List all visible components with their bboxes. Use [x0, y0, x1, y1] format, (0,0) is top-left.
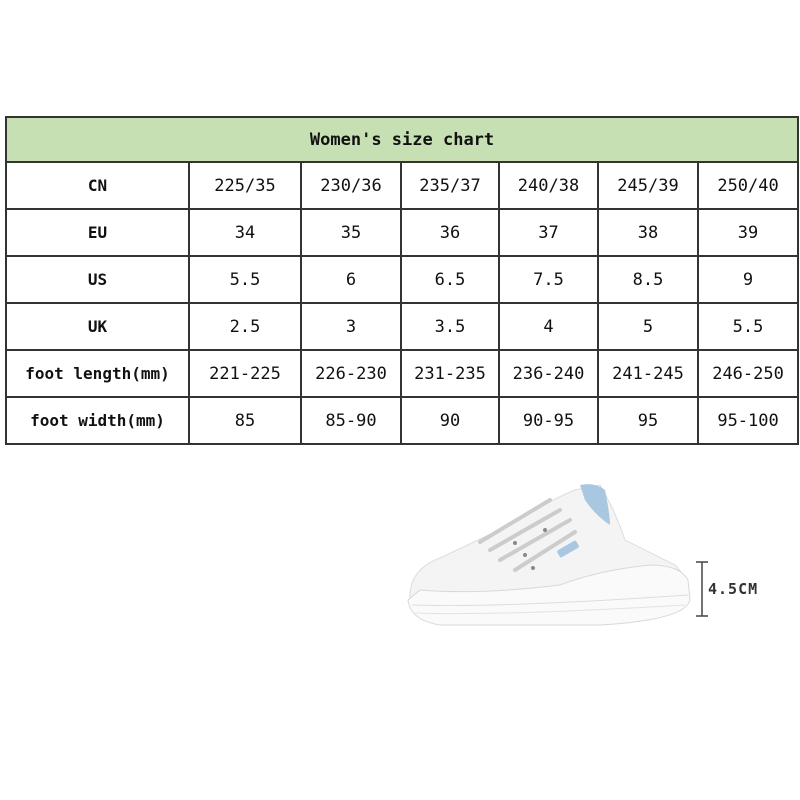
table-row: US 5.5 6 6.5 7.5 8.5 9: [5, 255, 800, 304]
table-cell: 85-90: [300, 396, 402, 445]
table-title-row: Women's size chart: [4, 116, 800, 163]
table-cell: 225/35: [188, 161, 302, 210]
table-cell: 39: [696, 208, 800, 257]
table-row: foot width(mm) 85 85-90 90 90-95 95 95-100: [5, 396, 800, 445]
table-cell: 3: [300, 302, 402, 351]
row-label: CN: [5, 161, 190, 210]
table-cell: 245/39: [597, 161, 699, 210]
table-cell: 235/37: [400, 161, 500, 210]
table-cell: 90: [400, 396, 500, 445]
row-label: foot length(mm): [5, 349, 190, 398]
table-cell: 5.5: [188, 255, 302, 304]
table-cell: 34: [188, 208, 302, 257]
table-cell: 3.5: [400, 302, 500, 351]
table-cell: 8.5: [597, 255, 699, 304]
table-cell: 5.5: [696, 302, 800, 351]
table-cell: 36: [400, 208, 500, 257]
table-cell: 9: [696, 255, 800, 304]
table-cell: 246-250: [696, 349, 800, 398]
table-title: Women's size chart: [4, 116, 800, 163]
table-cell: 6: [300, 255, 402, 304]
table-cell: 95-100: [696, 396, 800, 445]
table-cell: 38: [597, 208, 699, 257]
table-cell: 240/38: [498, 161, 599, 210]
table-cell: 95: [597, 396, 699, 445]
table-row: foot length(mm) 221-225 226-230 231-235 236-…: [5, 349, 800, 398]
table-cell: 5: [597, 302, 699, 351]
table-cell: 231-235: [400, 349, 500, 398]
table-cell: 221-225: [188, 349, 302, 398]
table-cell: 6.5: [400, 255, 500, 304]
table-cell: 35: [300, 208, 402, 257]
table-cell: 7.5: [498, 255, 599, 304]
table-cell: 230/36: [300, 161, 402, 210]
table-row: EU 34 35 36 37 38 39: [5, 208, 800, 257]
row-label: foot width(mm): [5, 396, 190, 445]
table-cell: 226-230: [300, 349, 402, 398]
row-label: UK: [5, 302, 190, 351]
row-label: US: [5, 255, 190, 304]
table-cell: 241-245: [597, 349, 699, 398]
table-cell: 2.5: [188, 302, 302, 351]
size-chart-table: Women's size chart CN 225/35 230/36 235/37 2…: [4, 116, 800, 445]
table-cell: 37: [498, 208, 599, 257]
table-cell: 85: [188, 396, 302, 445]
table-cell: 4: [498, 302, 599, 351]
row-label: EU: [5, 208, 190, 257]
table-cell: 90-95: [498, 396, 599, 445]
heel-tab: [580, 484, 610, 525]
table-cell: 250/40: [696, 161, 800, 210]
platform-height-label: 4.5CM: [708, 580, 759, 598]
table-cell: 236-240: [498, 349, 599, 398]
table-row: UK 2.5 3 3.5 4 5 5.5: [5, 302, 800, 351]
table-row: CN 225/35 230/36 235/37 240/38 245/39 250/40: [5, 161, 800, 210]
sneaker-image: [407, 484, 691, 626]
height-measure-bar: [696, 561, 708, 617]
